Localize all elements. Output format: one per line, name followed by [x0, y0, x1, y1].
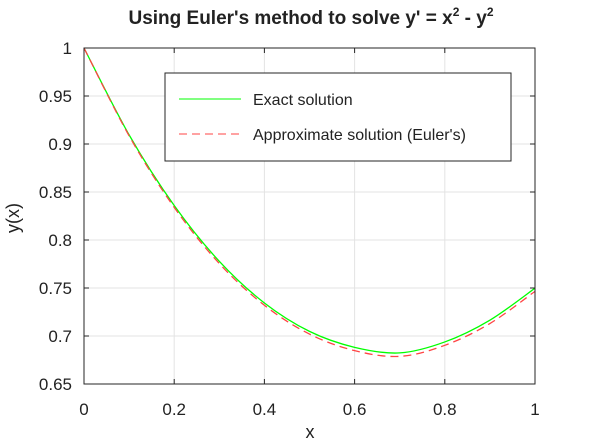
chart-title: Using Euler's method to solve y' = x2 - … [128, 5, 493, 29]
y-tick-label: 1 [63, 39, 72, 58]
y-tick-label: 0.8 [48, 231, 72, 250]
x-tick-label: 0 [79, 400, 88, 419]
x-tick-label: 1 [530, 400, 539, 419]
legend-label-exact: Exact solution [253, 92, 353, 109]
legend: Exact solution Approximate solution (Eul… [164, 72, 512, 162]
y-tick-label: 0.85 [39, 183, 72, 202]
y-axis-label: y(x) [3, 203, 23, 233]
title-middle: - y [459, 8, 487, 29]
y-tick-labels: 0.65 0.7 0.75 0.8 0.85 0.9 0.95 1 [39, 39, 72, 394]
title-superscript-2: 2 [487, 5, 494, 19]
x-axis-label: x [306, 422, 315, 439]
series-line-approx [83, 47, 536, 358]
y-tick-label: 0.95 [39, 87, 72, 106]
legend-box [164, 72, 512, 162]
title-superscript-1: 2 [453, 5, 460, 19]
x-tick-label: 0.2 [162, 400, 186, 419]
x-tick-labels: 0 0.2 0.4 0.6 0.8 1 [79, 400, 539, 419]
x-tick-label: 0.4 [253, 400, 277, 419]
plot-frame [83, 47, 536, 385]
y-tick-label: 0.75 [39, 279, 72, 298]
x-tick-label: 0.8 [433, 400, 457, 419]
series-layer [83, 47, 536, 358]
tick-marks [83, 47, 536, 385]
y-tick-label: 0.7 [48, 327, 72, 346]
y-tick-label: 0.65 [39, 375, 72, 394]
x-tick-label: 0.6 [343, 400, 367, 419]
legend-label-approx: Approximate solution (Euler's) [253, 127, 466, 144]
series-line-exact [83, 47, 536, 354]
title-prefix: Using Euler's method to solve y' = x [128, 8, 453, 29]
y-tick-label: 0.9 [48, 135, 72, 154]
